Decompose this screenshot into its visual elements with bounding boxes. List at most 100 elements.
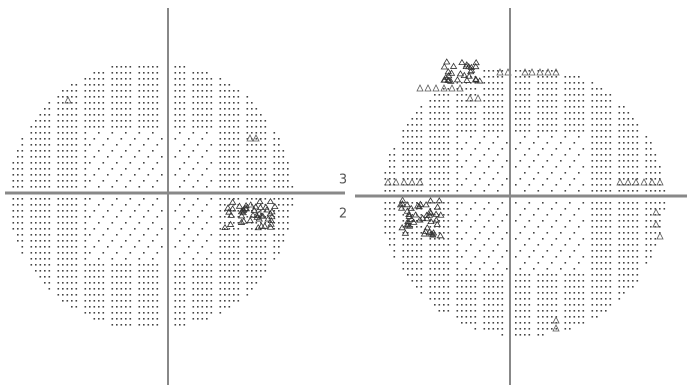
test-point (497, 118, 499, 120)
test-point (465, 142, 468, 144)
test-point (497, 136, 499, 138)
test-point (645, 232, 648, 234)
test-point (62, 234, 64, 236)
test-point (188, 138, 190, 140)
test-point (623, 160, 625, 162)
test-point (156, 312, 159, 314)
test-point (98, 318, 100, 320)
test-point (524, 76, 526, 78)
test-point (591, 136, 594, 138)
test-point (596, 166, 598, 168)
test-point (251, 240, 253, 242)
test-point (179, 276, 181, 278)
test-point (411, 136, 414, 138)
test-point (120, 102, 123, 104)
test-point (143, 180, 145, 182)
test-point (573, 292, 576, 294)
test-point (282, 174, 285, 176)
test-point (84, 78, 87, 80)
test-point (102, 288, 105, 290)
test-point (224, 234, 226, 236)
test-point (278, 174, 280, 176)
test-point (255, 108, 258, 110)
test-point (57, 156, 60, 158)
test-point (474, 94, 477, 96)
test-point (501, 274, 504, 276)
test-point (174, 264, 177, 266)
test-point (560, 214, 562, 216)
test-point (143, 162, 145, 164)
test-point (474, 148, 477, 150)
test-point (627, 190, 630, 192)
test-point (71, 234, 73, 236)
test-point (582, 100, 585, 102)
test-point (483, 172, 486, 174)
test-point (542, 220, 544, 222)
test-point (470, 88, 472, 90)
test-point (143, 120, 145, 122)
test-point (573, 214, 576, 216)
test-point (120, 96, 123, 98)
test-point (237, 108, 240, 110)
test-point (519, 316, 522, 318)
test-point (488, 88, 490, 90)
test-point (573, 124, 576, 126)
test-point (524, 82, 526, 84)
test-point (591, 220, 594, 222)
test-point (93, 210, 96, 212)
test-point (609, 214, 612, 216)
test-point (156, 318, 159, 320)
test-point (600, 148, 603, 150)
test-point (632, 220, 634, 222)
test-point (501, 316, 504, 318)
test-point (632, 262, 634, 264)
test-point (44, 144, 46, 146)
test-point (578, 244, 580, 246)
test-point (551, 136, 553, 138)
defect-mark (427, 217, 435, 225)
test-point (596, 178, 598, 180)
test-point (569, 274, 571, 276)
test-point (605, 280, 607, 282)
test-point (402, 232, 405, 234)
test-point (447, 238, 450, 240)
test-point (389, 166, 391, 168)
test-point (605, 304, 607, 306)
test-point (483, 130, 486, 132)
test-point (138, 186, 141, 188)
test-point (659, 190, 661, 192)
test-point (17, 156, 19, 158)
test-point (21, 234, 24, 236)
test-point (147, 246, 150, 248)
test-point (84, 258, 87, 260)
test-point (201, 114, 204, 116)
test-point (66, 144, 69, 146)
test-point (600, 250, 603, 252)
test-point (152, 258, 154, 260)
test-point (62, 282, 64, 284)
test-point (174, 228, 177, 230)
test-point (192, 96, 195, 98)
test-point (569, 118, 571, 120)
test-point (125, 90, 127, 92)
test-point (564, 304, 567, 306)
test-point (183, 66, 186, 68)
test-point (474, 220, 477, 222)
test-point (219, 150, 222, 152)
test-point (84, 300, 87, 302)
test-point (591, 184, 594, 186)
test-point (57, 264, 60, 266)
test-point (147, 126, 150, 128)
test-point (438, 172, 441, 174)
test-point (519, 88, 522, 90)
test-point (632, 124, 634, 126)
test-point (228, 156, 231, 158)
test-point (228, 126, 231, 128)
test-point (591, 118, 594, 120)
test-point (447, 226, 450, 228)
test-point (551, 190, 553, 192)
test-point (84, 198, 87, 200)
test-point (483, 262, 486, 264)
test-point (632, 190, 634, 192)
test-point (71, 294, 73, 296)
